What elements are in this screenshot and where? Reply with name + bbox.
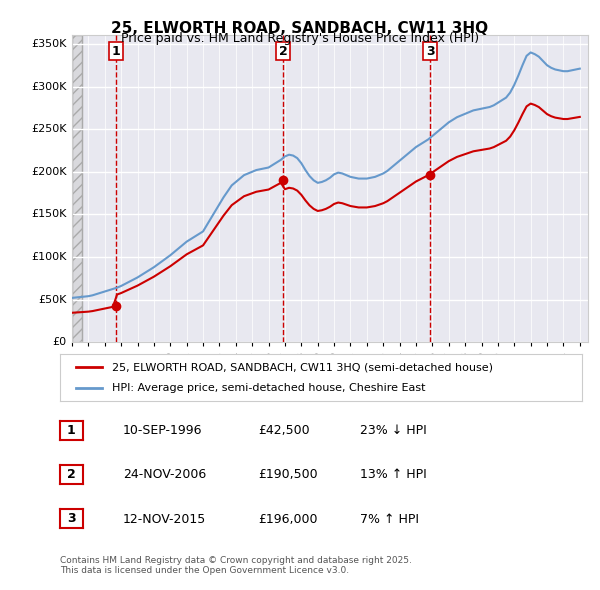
Text: 12-NOV-2015: 12-NOV-2015	[123, 513, 206, 526]
Bar	[72, 35, 82, 342]
Text: 13% ↑ HPI: 13% ↑ HPI	[360, 468, 427, 481]
Text: 3: 3	[426, 45, 434, 58]
Text: £250K: £250K	[31, 124, 67, 134]
Text: £200K: £200K	[31, 167, 67, 177]
Text: £100K: £100K	[31, 252, 67, 262]
Text: 7% ↑ HPI: 7% ↑ HPI	[360, 513, 419, 526]
Text: Price paid vs. HM Land Registry's House Price Index (HPI): Price paid vs. HM Land Registry's House …	[121, 32, 479, 45]
Text: 24-NOV-2006: 24-NOV-2006	[123, 468, 206, 481]
Text: £42,500: £42,500	[258, 424, 310, 437]
Text: 10-SEP-1996: 10-SEP-1996	[123, 424, 203, 437]
Text: £196,000: £196,000	[258, 513, 317, 526]
Text: 3: 3	[67, 512, 76, 525]
Text: £150K: £150K	[31, 209, 67, 219]
Text: 1: 1	[112, 45, 121, 58]
Text: £0: £0	[53, 337, 67, 347]
Text: 25, ELWORTH ROAD, SANDBACH, CW11 3HQ: 25, ELWORTH ROAD, SANDBACH, CW11 3HQ	[112, 21, 488, 35]
Text: HPI: Average price, semi-detached house, Cheshire East: HPI: Average price, semi-detached house,…	[112, 383, 426, 393]
Text: 1: 1	[67, 424, 76, 437]
Text: £300K: £300K	[31, 81, 67, 91]
Text: 2: 2	[67, 468, 76, 481]
Text: 25, ELWORTH ROAD, SANDBACH, CW11 3HQ (semi-detached house): 25, ELWORTH ROAD, SANDBACH, CW11 3HQ (se…	[112, 362, 493, 372]
Text: Contains HM Land Registry data © Crown copyright and database right 2025.
This d: Contains HM Land Registry data © Crown c…	[60, 556, 412, 575]
Text: 23% ↓ HPI: 23% ↓ HPI	[360, 424, 427, 437]
Text: £190,500: £190,500	[258, 468, 317, 481]
Text: £50K: £50K	[38, 294, 67, 304]
Text: £350K: £350K	[31, 39, 67, 49]
Bar	[72, 35, 82, 342]
Text: 2: 2	[279, 45, 287, 58]
